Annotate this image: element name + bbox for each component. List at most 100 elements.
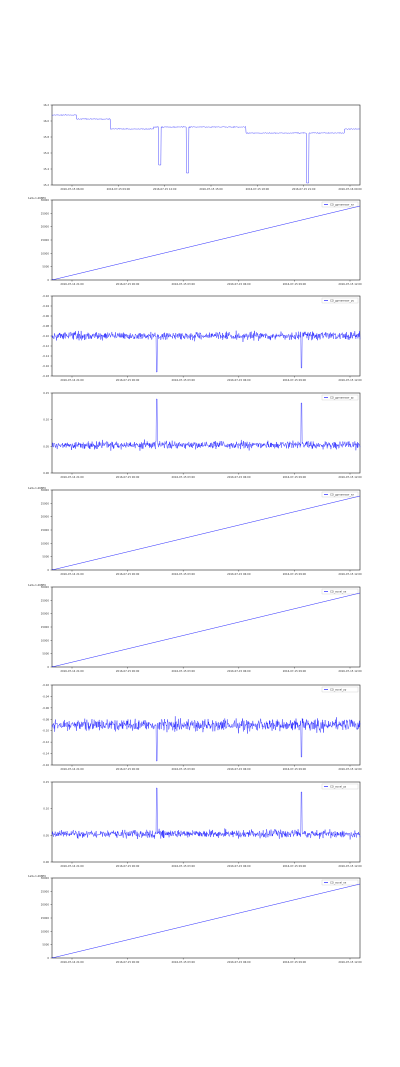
x-tick-label: 2016-07-15 06:00 [60,187,84,191]
x-tick-label: 2016-07-16 00:00 [338,187,362,191]
x-tick-label: 2016-07-15 09:00 [283,767,307,771]
y-tick-label: 30000 [41,488,50,492]
x-tick-label: 2016-07-15 00:00 [116,475,140,479]
y-tick-label: 15000 [41,625,50,629]
y-tick-label: 10000 [41,251,50,255]
y-tick-label: 30000 [41,876,50,880]
y-tick-label: 5000 [42,943,49,947]
legend: CO_gyrosensor_zz [321,394,359,401]
x-tick-label: 2016-07-15 03:00 [172,572,196,576]
y-tick-label: 15.2 [43,183,49,187]
y-tick-label: -0.12 [42,344,49,348]
x-tick-label: 2016-07-15 09:00 [283,475,307,479]
x-tick-label: 2016-07-15 12:00 [338,572,362,576]
x-tick-label: 2016-07-15 03:00 [172,669,196,673]
x-tick-label: 2016-07-15 12:00 [338,378,362,382]
y-tick-label: 15000 [41,238,50,242]
x-tick-label: 2016-07-15 09:00 [283,864,307,868]
legend: CO_accel_yy [321,686,359,693]
x-tick-label: 2016-07-15 06:00 [227,378,251,382]
y-tick-label: 0 [47,568,49,572]
legend-label: CO_accel_yy [330,688,347,692]
y-tick-label: 30000 [41,585,50,589]
y-tick-label: -0.02 [42,683,49,687]
y-tick-label: 20000 [41,612,50,616]
x-tick-label: 2016-07-15 12:00 [338,282,362,286]
plot-frame [51,104,361,186]
y-tick-label: 0 [47,278,49,282]
y-tick-label: 16.2 [43,103,49,107]
y-tick-label: 20000 [41,225,50,229]
y-tick-label: -0.06 [42,706,49,710]
chart-svg: 0.15 0.10 0.05 0.00 2016-07-14 21:00 2016-07-… [43,391,362,479]
y-tick-label: -0.06 [42,314,49,318]
x-tick-label: 2016-07-15 12:00 [338,864,362,868]
x-tick-label: 2016-07-14 21:00 [60,282,84,286]
y-tick-label: 0.05 [43,444,49,448]
x-tick-label: 2016-07-15 21:00 [292,187,316,191]
x-tick-label: 2016-07-15 12:00 [338,475,362,479]
x-tick-label: 2016-07-15 12:00 [338,669,362,673]
x-tick-label: 2016-07-15 03:00 [172,864,196,868]
x-tick-label: 2016-07-15 03:00 [172,378,196,382]
plot-frame [51,199,361,281]
legend-label: CO_accel_xx [330,590,347,594]
x-tick-label: 2016-07-14 21:00 [60,378,84,382]
y-tick-label: 0.10 [43,418,49,422]
y-tick-label: 0.00 [43,471,49,475]
x-tick-label: 2016-07-15 06:00 [227,572,251,576]
y-tick-label: 25000 [41,501,50,505]
plot-frame [51,392,361,474]
axis-offset-label: 1e9+1.468E9 [28,486,46,490]
x-tick-label: 2016-07-15 03:00 [172,282,196,286]
y-tick-label: 5000 [42,555,49,559]
x-tick-label: 2016-07-14 21:00 [60,669,84,673]
y-tick-label: 15000 [41,916,50,920]
y-tick-label: 25000 [41,889,50,893]
y-tick-label: -0.02 [42,294,49,298]
y-tick-label: 20000 [41,903,50,907]
series-line [51,716,361,762]
y-tick-label: -0.14 [42,752,49,756]
x-tick-label: 2016-07-15 00:00 [116,864,140,868]
x-tick-label: 2016-07-15 12:00 [338,960,362,964]
chart-panel: -0.02 -0.04 -0.06 -0.08 -0.10 -0.12 -0.14 -0.16… [0,679,400,783]
y-tick-label: -0.04 [42,694,49,698]
legend: CO_accel_xx [321,879,359,886]
chart-panel: 1e9+1.468E9 30000 25000 20000 15000 10000 5000… [0,484,400,588]
series-line [51,787,361,840]
series-line [52,592,361,667]
legend-label: CO_gyrosensor_yy [330,299,354,303]
x-tick-label: 2016-07-15 09:00 [283,572,307,576]
legend-label: CO_gyrosensor_xx [330,203,354,207]
x-tick-label: 2016-07-15 06:00 [227,767,251,771]
y-tick-label: 16.0 [43,119,49,123]
y-tick-label: 0 [47,956,49,960]
y-tick-label: -0.04 [42,304,49,308]
y-tick-label: 15.4 [43,167,49,171]
x-tick-label: 2016-07-15 06:00 [227,282,251,286]
y-tick-label: 0.15 [43,780,49,784]
chart-panel: 0.15 0.10 0.05 0.00 2016-07-14 21:00 2016-07-… [0,776,400,880]
y-tick-label: 20000 [41,515,50,519]
series-line [52,205,361,280]
x-tick-label: 2016-07-15 06:00 [227,960,251,964]
legend: CO_accel_zz [321,783,359,790]
x-tick-label: 2016-07-15 03:00 [172,767,196,771]
y-tick-label: -0.16 [42,763,49,767]
series-line [52,883,361,958]
y-tick-label: 10000 [41,541,50,545]
chart-svg: 0.15 0.10 0.05 0.00 2016-07-14 21:00 2016-07-… [43,780,362,868]
y-tick-label: -0.12 [42,740,49,744]
legend: CO_gyrosensor_yy [321,297,359,304]
x-tick-label: 2016-07-15 09:00 [283,378,307,382]
chart-svg: -0.02 -0.04 -0.06 -0.08 -0.10 -0.12 -0.14 -0.16… [42,683,362,771]
x-tick-label: 2016-07-15 09:00 [107,187,131,191]
x-tick-label: 2016-07-14 21:00 [60,475,84,479]
series-line [51,398,361,451]
x-tick-label: 2016-07-14 21:00 [60,960,84,964]
x-tick-label: 2016-07-15 09:00 [283,960,307,964]
y-tick-label: 10000 [41,638,50,642]
